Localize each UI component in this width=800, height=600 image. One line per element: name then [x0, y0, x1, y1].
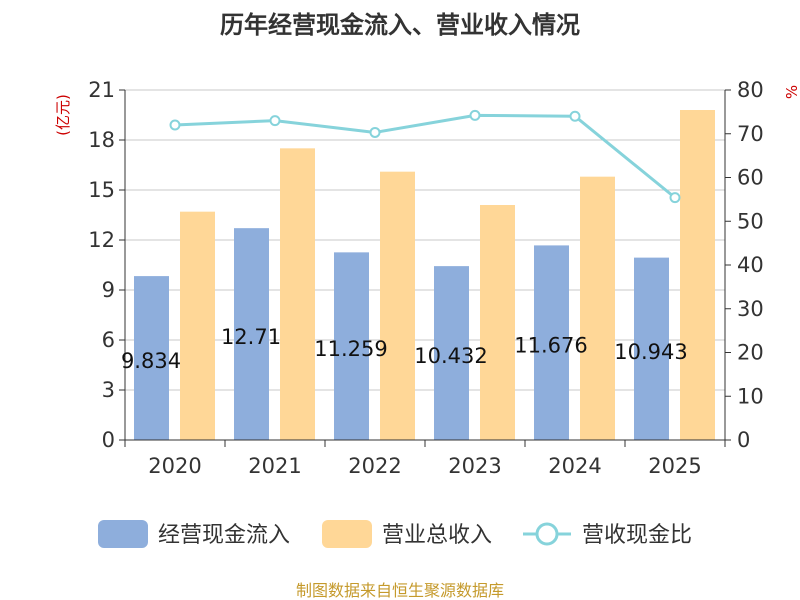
left-axis-unit: (亿元) [54, 94, 72, 136]
data-label-cash-inflow-2020: 9.834 [121, 349, 181, 373]
data-label-cash-inflow-2022: 11.259 [314, 337, 387, 361]
right-tick-label: 50 [737, 209, 764, 233]
ratio-point-2024 [569, 110, 581, 122]
left-tick-label: 9 [102, 278, 115, 302]
right-axis-unit: % [783, 85, 800, 99]
legend-swatch-revenue [322, 520, 372, 548]
legend-label-revenue: 营业总收入 [382, 523, 492, 548]
ratio-line-layer [169, 109, 681, 204]
bar-revenue-2024 [580, 176, 615, 440]
legend-label-cash-inflow: 经营现金流入 [158, 523, 290, 548]
ratio-point-2023 [469, 109, 481, 121]
right-tick-label: 40 [737, 253, 764, 277]
ratio-point-2025 [669, 192, 681, 204]
right-tick-label: 80 [737, 78, 764, 102]
source-note: 制图数据来自恒生聚源数据库 [296, 581, 504, 600]
left-tick-label: 12 [88, 228, 115, 252]
x-tick-label-2022: 2022 [348, 454, 401, 478]
x-tick-label-2025: 2025 [648, 454, 701, 478]
x-tick-label-2020: 2020 [148, 454, 201, 478]
right-tick-label: 10 [737, 384, 764, 408]
data-label-cash-inflow-2024: 11.676 [514, 334, 587, 358]
ratio-point-2021 [269, 115, 281, 127]
chart-title: 历年经营现金流入、营业收入情况 [220, 11, 580, 39]
left-tick-label: 0 [102, 428, 115, 452]
ratio-point-2022 [369, 126, 381, 138]
bar-cash-inflow-2024 [534, 245, 569, 440]
ratio-line [174, 113, 676, 199]
right-tick-label: 0 [737, 428, 750, 452]
right-tick-label: 20 [737, 341, 764, 365]
bar-revenue-2021 [280, 148, 315, 441]
x-tick-label-2023: 2023 [448, 454, 501, 478]
ratio-point-2020 [169, 119, 181, 131]
bar-cash-inflow-2021 [234, 228, 269, 440]
right-tick-label: 30 [737, 297, 764, 321]
legend: 经营现金流入 营业总收入 营收现金比 [98, 520, 692, 548]
data-label-cash-inflow-2025: 10.943 [614, 340, 687, 364]
bar-cash-inflow-2025 [634, 257, 669, 440]
gridlines [125, 89, 725, 391]
bar-cash-inflow-2022 [334, 252, 369, 440]
data-labels-layer: 9.834 12.71 11.259 10.432 11.676 10.943 [121, 325, 688, 373]
legend-swatch-cash-inflow [98, 520, 148, 548]
bar-revenue-2025 [680, 110, 715, 440]
bars-layer [134, 110, 715, 441]
x-tick-label-2021: 2021 [248, 454, 301, 478]
axes-layer: 0 3 6 9 12 15 18 21 0 10 20 30 40 50 60 70 80 2020 2021 202… [88, 78, 763, 478]
right-tick-label: 60 [737, 166, 764, 190]
bar-revenue-2023 [480, 205, 515, 440]
left-tick-label: 21 [88, 78, 115, 102]
left-tick-label: 15 [88, 178, 115, 202]
x-tick-label-2024: 2024 [548, 454, 601, 478]
left-tick-label: 3 [102, 378, 115, 402]
left-tick-label: 6 [102, 328, 115, 352]
right-tick-label: 70 [737, 122, 764, 146]
bar-revenue-2022 [380, 171, 415, 440]
legend-label-ratio: 营收现金比 [582, 523, 692, 548]
left-tick-label: 18 [88, 128, 115, 152]
bar-revenue-2020 [180, 211, 215, 440]
bar-cash-inflow-2020 [134, 276, 169, 440]
legend-marker-ratio [535, 522, 559, 546]
data-label-cash-inflow-2023: 10.432 [414, 344, 487, 368]
bar-cash-inflow-2023 [434, 266, 469, 440]
data-label-cash-inflow-2021: 12.71 [221, 325, 281, 349]
